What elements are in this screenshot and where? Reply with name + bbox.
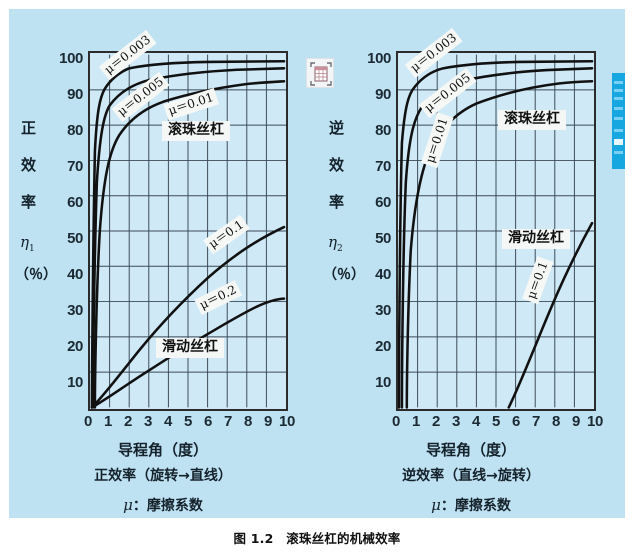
x-tick-6: 6 bbox=[204, 413, 212, 430]
y-axis-label-char-1: 效 bbox=[329, 156, 345, 174]
y-tick-80: 80 bbox=[375, 122, 391, 139]
x-tick-3: 3 bbox=[452, 413, 460, 430]
y-axis-unit: （％） bbox=[323, 267, 365, 283]
y-tick-30: 30 bbox=[375, 302, 391, 319]
x-tick-8: 8 bbox=[244, 413, 252, 430]
figure-panel: 100 90 80 70 60 50 40 30 20 10 正 效 率 η1 … bbox=[9, 9, 625, 518]
x-tick-5: 5 bbox=[184, 413, 192, 430]
mu-definition-text: ：摩擦系数 bbox=[440, 498, 511, 514]
x-tick-4: 4 bbox=[472, 413, 480, 430]
region-label-ball-screw: 滚珠丝杠 bbox=[498, 110, 566, 130]
y-axis-unit: （％） bbox=[15, 267, 57, 283]
x-tick-10: 10 bbox=[279, 413, 295, 430]
y-tick-10: 10 bbox=[67, 374, 83, 391]
x-tick-9: 9 bbox=[264, 413, 272, 430]
eta-symbol: η1 bbox=[20, 233, 35, 254]
y-tick-50: 50 bbox=[375, 230, 391, 247]
region-label-slide-screw: 滑动丝杠 bbox=[502, 229, 570, 249]
eta-subscript: 1 bbox=[29, 244, 35, 254]
y-tick-40: 40 bbox=[375, 266, 391, 283]
y-tick-80: 80 bbox=[67, 122, 83, 139]
y-tick-50: 50 bbox=[67, 230, 83, 247]
y-axis-label-char-2: 率 bbox=[21, 193, 37, 211]
mu-symbol: μ bbox=[431, 496, 441, 514]
x-axis-title: 导程角（度） bbox=[117, 441, 208, 459]
eta-symbol: η2 bbox=[328, 233, 343, 254]
figure-caption: 图 1.2 滚珠丝杠的机械效率 bbox=[233, 531, 401, 546]
y-tick-20: 20 bbox=[67, 338, 83, 355]
x-tick-2: 2 bbox=[124, 413, 132, 430]
y-axis-label-char-0: 逆 bbox=[329, 119, 345, 137]
x-tick-5: 5 bbox=[492, 413, 500, 430]
mu-definition-note: μ：摩擦系数 bbox=[9, 495, 317, 515]
chart-forward-efficiency: 100 90 80 70 60 50 40 30 20 10 正 效 率 η1 … bbox=[9, 9, 317, 518]
y-tick-40: 40 bbox=[67, 266, 83, 283]
y-axis-label-char-2: 率 bbox=[329, 193, 345, 211]
plot-area-reverse: μ＝0.003 μ＝0.005 μ＝0.01 μ＝0.1 滚珠丝杠 滑动丝杠 bbox=[396, 27, 596, 411]
x-tick-4: 4 bbox=[164, 413, 172, 430]
table-crop-icon[interactable] bbox=[306, 58, 334, 88]
plot-svg-forward bbox=[90, 54, 286, 409]
region-label-ball-screw: 滚珠丝杠 bbox=[162, 121, 230, 141]
y-tick-100: 100 bbox=[59, 50, 83, 67]
y-axis-label-char-0: 正 bbox=[21, 119, 37, 137]
mu-definition-text: ：摩擦系数 bbox=[132, 498, 203, 514]
x-axis-subtitle: 正效率（旋转→直线） bbox=[94, 468, 232, 484]
grid-horizontal bbox=[90, 89, 286, 373]
mu-definition-note: μ：摩擦系数 bbox=[317, 495, 625, 515]
chart-reverse-efficiency: 100 90 80 70 60 50 40 30 20 10 逆 效 率 η2 … bbox=[317, 9, 625, 518]
x-tick-10: 10 bbox=[587, 413, 603, 430]
x-axis-title: 导程角（度） bbox=[425, 441, 516, 459]
curve-mu-001 bbox=[93, 79, 286, 409]
curve-mu-0003 bbox=[398, 59, 594, 409]
x-tick-1: 1 bbox=[104, 413, 112, 430]
y-tick-20: 20 bbox=[375, 338, 391, 355]
y-tick-90: 90 bbox=[67, 86, 83, 103]
y-tick-60: 60 bbox=[67, 194, 83, 211]
eta-subscript: 2 bbox=[337, 244, 343, 254]
x-tick-1: 1 bbox=[412, 413, 420, 430]
region-label-slide-screw: 滑动丝杠 bbox=[156, 338, 224, 358]
y-tick-70: 70 bbox=[67, 158, 83, 175]
y-tick-30: 30 bbox=[67, 302, 83, 319]
y-tick-10: 10 bbox=[375, 374, 391, 391]
y-axis-label-char-1: 效 bbox=[21, 156, 37, 174]
x-tick-7: 7 bbox=[532, 413, 540, 430]
y-tick-70: 70 bbox=[375, 158, 391, 175]
curve-mu-0005 bbox=[91, 67, 286, 409]
mu-symbol: μ bbox=[123, 496, 133, 514]
x-tick-3: 3 bbox=[144, 413, 152, 430]
right-edge-tab[interactable] bbox=[612, 73, 625, 169]
curve-mu-0003 bbox=[90, 59, 286, 409]
x-tick-2: 2 bbox=[432, 413, 440, 430]
x-tick-8: 8 bbox=[552, 413, 560, 430]
y-tick-90: 90 bbox=[375, 86, 391, 103]
y-tick-100: 100 bbox=[367, 50, 391, 67]
y-tick-60: 60 bbox=[375, 194, 391, 211]
x-tick-0: 0 bbox=[392, 413, 400, 430]
x-tick-7: 7 bbox=[224, 413, 232, 430]
plot-area-forward: μ＝0.003 μ＝0.005 μ＝0.01 μ＝0.1 μ＝0.2 滚珠丝杠 … bbox=[88, 29, 288, 411]
table-crop-icon-glyph bbox=[310, 62, 332, 86]
x-tick-0: 0 bbox=[84, 413, 92, 430]
x-axis-subtitle: 逆效率（直线→旋转） bbox=[402, 468, 540, 484]
x-tick-6: 6 bbox=[512, 413, 520, 430]
curve-mu-01 bbox=[90, 225, 286, 409]
x-tick-9: 9 bbox=[572, 413, 580, 430]
curve-mu-01 bbox=[507, 221, 594, 409]
